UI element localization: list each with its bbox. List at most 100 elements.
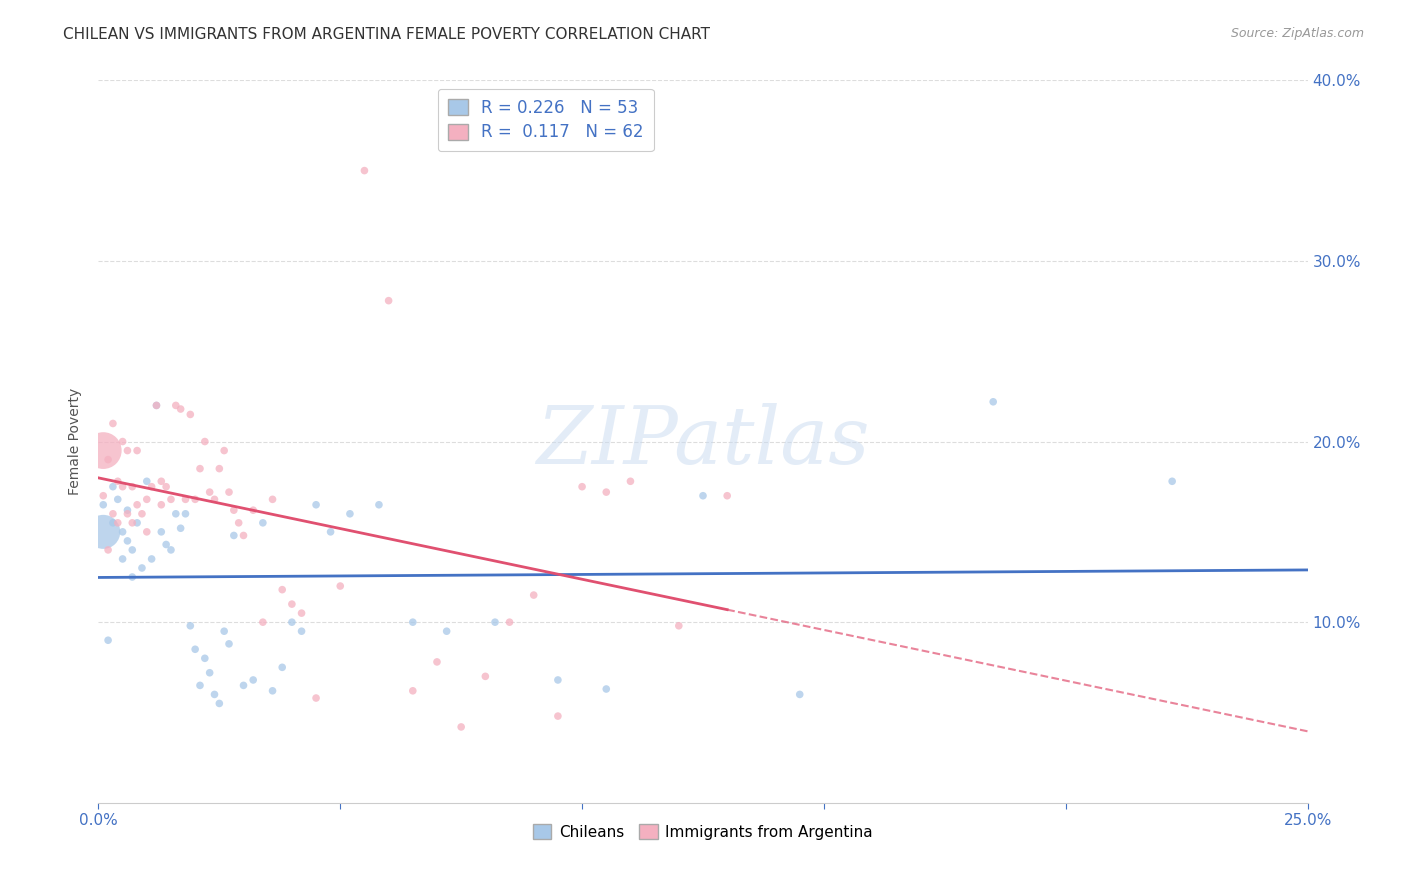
Point — [135, 524, 157, 539]
Point — [377, 293, 399, 308]
Point — [101, 507, 124, 521]
Point — [160, 542, 183, 557]
Point — [198, 485, 221, 500]
Point — [228, 516, 250, 530]
Point — [1161, 475, 1184, 489]
Point — [91, 443, 114, 458]
Point — [547, 673, 569, 687]
Point — [91, 524, 114, 539]
Point — [131, 507, 153, 521]
Point — [368, 498, 391, 512]
Point — [232, 528, 254, 542]
Point — [290, 624, 312, 639]
Point — [402, 615, 425, 630]
Point — [155, 480, 177, 494]
Point — [117, 507, 139, 521]
Point — [117, 503, 139, 517]
Point — [165, 398, 187, 412]
Point — [111, 480, 134, 494]
Point — [188, 678, 211, 692]
Point — [127, 516, 149, 530]
Point — [101, 516, 124, 530]
Point — [981, 394, 1004, 409]
Point — [571, 480, 593, 494]
Point — [232, 678, 254, 692]
Point — [262, 492, 284, 507]
Point — [218, 637, 240, 651]
Point — [169, 521, 191, 535]
Point — [218, 485, 240, 500]
Point — [101, 417, 124, 431]
Point — [184, 642, 207, 657]
Point — [121, 480, 143, 494]
Point — [174, 507, 197, 521]
Point — [184, 492, 207, 507]
Point — [111, 524, 134, 539]
Point — [127, 498, 149, 512]
Point — [547, 709, 569, 723]
Point — [179, 408, 201, 422]
Point — [188, 461, 211, 475]
Point — [716, 489, 738, 503]
Point — [619, 475, 641, 489]
Point — [121, 570, 143, 584]
Text: CHILEAN VS IMMIGRANTS FROM ARGENTINA FEMALE POVERTY CORRELATION CHART: CHILEAN VS IMMIGRANTS FROM ARGENTINA FEM… — [63, 27, 710, 42]
Point — [127, 443, 149, 458]
Point — [281, 597, 304, 611]
Point — [135, 492, 157, 507]
Point — [194, 434, 217, 449]
Point — [121, 542, 143, 557]
Point — [426, 655, 449, 669]
Point — [789, 687, 811, 701]
Point — [484, 615, 506, 630]
Point — [145, 398, 167, 412]
Point — [204, 492, 226, 507]
Point — [107, 475, 129, 489]
Point — [319, 524, 342, 539]
Point — [242, 503, 264, 517]
Point — [194, 651, 217, 665]
Point — [91, 489, 114, 503]
Point — [212, 443, 235, 458]
Point — [97, 633, 120, 648]
Point — [212, 624, 235, 639]
Point — [271, 660, 294, 674]
Point — [141, 552, 163, 566]
Point — [339, 507, 361, 521]
Point — [523, 588, 546, 602]
Point — [222, 503, 245, 517]
Point — [281, 615, 304, 630]
Point — [150, 524, 173, 539]
Point — [91, 498, 114, 512]
Y-axis label: Female Poverty: Female Poverty — [69, 388, 83, 495]
Point — [155, 537, 177, 551]
Point — [595, 681, 617, 696]
Point — [117, 533, 139, 548]
Point — [174, 492, 197, 507]
Point — [97, 452, 120, 467]
Point — [290, 606, 312, 620]
Point — [111, 552, 134, 566]
Point — [595, 485, 617, 500]
Point — [242, 673, 264, 687]
Point — [474, 669, 496, 683]
Point — [117, 443, 139, 458]
Point — [169, 402, 191, 417]
Point — [271, 582, 294, 597]
Text: Source: ZipAtlas.com: Source: ZipAtlas.com — [1230, 27, 1364, 40]
Point — [222, 528, 245, 542]
Point — [668, 619, 690, 633]
Point — [101, 480, 124, 494]
Point — [208, 697, 231, 711]
Point — [353, 163, 375, 178]
Point — [135, 475, 157, 489]
Point — [198, 665, 221, 680]
Legend: Chileans, Immigrants from Argentina: Chileans, Immigrants from Argentina — [527, 818, 879, 846]
Point — [131, 561, 153, 575]
Point — [305, 498, 328, 512]
Text: ZIPatlas: ZIPatlas — [536, 403, 870, 480]
Point — [165, 507, 187, 521]
Point — [97, 542, 120, 557]
Point — [402, 683, 425, 698]
Point — [305, 691, 328, 706]
